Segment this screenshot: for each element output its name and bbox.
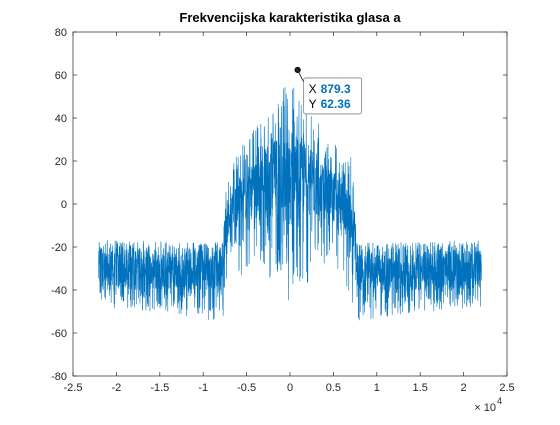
y-tick-label: 0 [61, 199, 67, 211]
y-tick-label: -60 [51, 328, 67, 340]
datatip-x-label: X [309, 82, 317, 96]
x-exponent-label: × 10 [474, 402, 496, 414]
plot-area[interactable] [73, 32, 507, 376]
x-exponent-power: 4 [497, 396, 502, 406]
x-tick-label: -0.5 [237, 382, 256, 394]
datatip-y-value: 62.36 [321, 97, 351, 111]
x-tick-label: 0.5 [326, 382, 341, 394]
x-tick-label: -1 [198, 382, 208, 394]
chart-title: Frekvencijska karakteristika glasa a [179, 10, 401, 25]
x-tick-label: 1 [374, 382, 380, 394]
y-tick-label: 60 [55, 70, 67, 82]
y-tick-label: 40 [55, 113, 67, 125]
y-tick-label: 20 [55, 156, 67, 168]
x-tick-label: 0 [287, 382, 293, 394]
datatip[interactable]: X 879.3 Y 62.36 [294, 66, 363, 115]
x-tick-label: -2.5 [64, 382, 83, 394]
datatip-marker[interactable] [294, 66, 301, 74]
x-tick-label: 1.5 [413, 382, 428, 394]
x-axis: -2.5 -2 -1.5 -1 -0.5 0 0.5 1 1.5 2 2.5 [64, 32, 515, 394]
x-tick-label: 2.5 [499, 382, 514, 394]
y-axis: -80 -60 -40 -20 0 20 40 60 80 [51, 27, 507, 383]
x-tick-label: 2 [461, 382, 467, 394]
datatip-x-value: 879.3 [321, 82, 351, 96]
series-line [98, 87, 482, 321]
x-tick-label: -1.5 [150, 382, 169, 394]
datatip-box[interactable] [303, 77, 363, 115]
datatip-y-label: Y [309, 97, 317, 111]
series-layer [98, 87, 482, 321]
x-tick-label: -2 [112, 382, 122, 394]
y-tick-label: 80 [55, 27, 67, 39]
y-tick-label: -40 [51, 285, 67, 297]
y-tick-label: -80 [51, 371, 67, 383]
y-tick-label: -20 [51, 242, 67, 254]
